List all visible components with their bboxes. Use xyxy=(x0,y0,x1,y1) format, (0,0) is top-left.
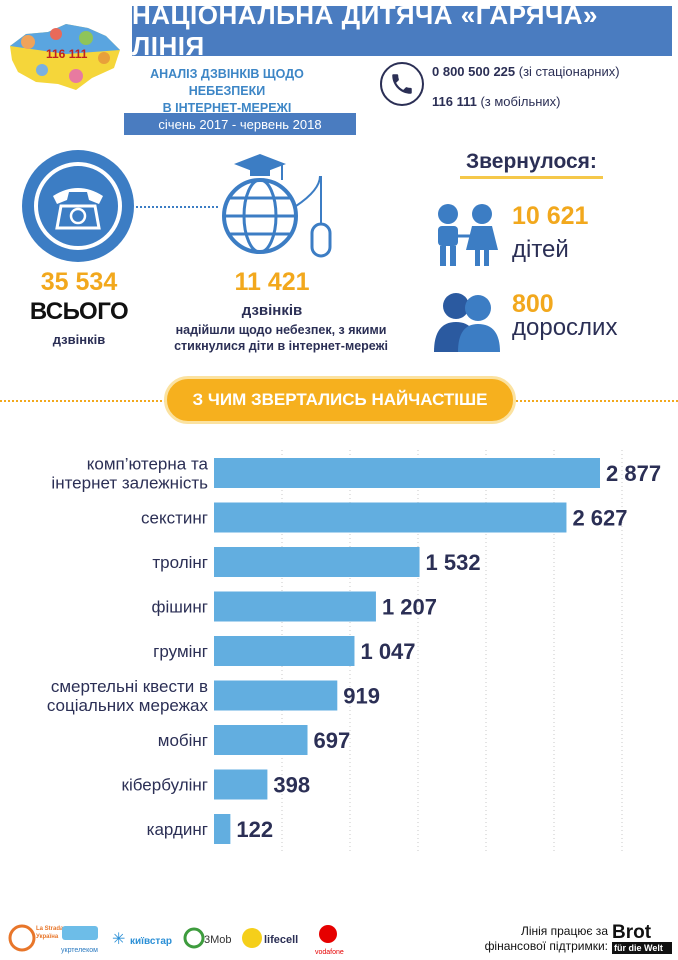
phone-mobile-number: 116 111 xyxy=(432,94,477,109)
support-line-1: Лінія працює за xyxy=(520,924,608,938)
internet-calls-label: дзвінків xyxy=(241,302,303,319)
bar-4 xyxy=(214,636,355,666)
bar-0 xyxy=(214,458,600,488)
category-label-3-0: фішинг xyxy=(152,598,209,617)
hotline-logo-map: 116 111 xyxy=(10,24,120,90)
bar-3 xyxy=(214,591,376,622)
total-calls-number: 35 534 xyxy=(40,268,118,296)
bar-value-label-6: 697 xyxy=(314,728,351,753)
bar-value-label-8: 122 xyxy=(236,817,273,842)
category-label-6-0: мобінг xyxy=(158,731,208,750)
bar-8 xyxy=(214,814,231,844)
partner-name-0b: Україна xyxy=(36,934,59,940)
page-subtitle: АНАЛІЗ ДЗВІНКІВ ЩОДО НЕБЕЗПЕКИ В ІНТЕРНЕ… xyxy=(122,66,332,117)
svg-text:✳: ✳ xyxy=(112,929,125,948)
telephone-icon xyxy=(22,150,134,262)
partner-name-5: vodafone xyxy=(315,949,344,956)
bar-6 xyxy=(214,725,308,755)
internet-desc-line-2: стикнулися діти в інтернет-мережі xyxy=(174,339,388,353)
page-title: НАЦІОНАЛЬНА ДИТЯЧА «ГАРЯЧА» ЛІНІЯ xyxy=(132,0,672,61)
brot-fur-die-welt-logo: Brot für die Welt xyxy=(612,922,672,954)
bar-value-label-3: 1 207 xyxy=(382,595,437,620)
section-heading: З ЧИМ ЗВЕРТАЛИСЬ НАЙЧАСТІШЕ xyxy=(164,376,516,424)
subtitle-line-2: В ІНТЕРНЕТ-МЕРЕЖІ xyxy=(162,101,292,115)
dotted-connector xyxy=(136,206,218,208)
internet-calls-description: надійшли щодо небезпек, з якими стикнули… xyxy=(150,322,412,354)
period-badge: січень 2017 - червень 2018 xyxy=(124,113,356,135)
vodafone-logo: vodafone xyxy=(315,925,344,956)
category-label-0-1: інтернет залежність xyxy=(51,474,208,493)
phone-mobile-note: (з мобільних) xyxy=(480,94,561,109)
support-line-2: фінансової підтримки: xyxy=(484,939,608,953)
bar-value-label-0: 2 877 xyxy=(606,461,661,486)
partner-name-4: lifecell xyxy=(264,934,298,946)
kyivstar-logo: ✳ київстар xyxy=(112,929,172,948)
bar-5 xyxy=(214,680,338,711)
support-note: Лінія працює за фінансової підтримки: xyxy=(468,924,608,954)
3mob-logo: 3Mob xyxy=(183,927,232,949)
category-label-2-0: тролінг xyxy=(152,553,208,572)
bar-7 xyxy=(214,769,268,800)
bar-1 xyxy=(214,502,567,533)
category-label-7-0: кібербулінг xyxy=(122,776,208,795)
category-label-4-0: грумінг xyxy=(153,642,208,661)
logo-number-text: 116 111 xyxy=(46,47,88,61)
bar-value-label-1: 2 627 xyxy=(572,506,627,531)
total-calls-label: ВСЬОГО xyxy=(29,298,129,325)
internet-calls-number: 11 421 xyxy=(234,268,310,296)
ukrtelecom-logo: укртелеком xyxy=(61,926,98,954)
lifecell-logo: lifecell xyxy=(242,928,298,948)
phone-landline-note: (зі стаціонарних) xyxy=(518,64,620,79)
partner-name-3: 3Mob xyxy=(204,934,232,946)
category-label-1-0: секстинг xyxy=(141,509,208,528)
bar-value-label-7: 398 xyxy=(273,773,310,798)
category-label-5-0: смертельні квести в xyxy=(51,677,208,696)
adults-number: 800 xyxy=(512,290,554,318)
bar-value-label-4: 1 047 xyxy=(360,639,415,664)
internet-desc-line-1: надійшли щодо небезпек, з якими xyxy=(175,323,387,337)
partner-logos: La Strada Україна укртелеком ✳ київстар … xyxy=(8,924,344,956)
brot-logo-text-2: für die Welt xyxy=(614,943,663,953)
partner-name-2: київстар xyxy=(130,936,172,947)
total-calls-sublabel: дзвінків xyxy=(52,332,106,347)
lastrada-logo: La Strada Україна xyxy=(8,924,64,952)
children-number: 10 621 xyxy=(512,202,589,230)
bar-value-label-5: 919 xyxy=(343,684,380,709)
bar-value-label-2: 1 532 xyxy=(426,550,481,575)
globe-mouse-icon xyxy=(222,154,332,258)
children-label: дітей xyxy=(512,236,569,263)
partner-name-0: La Strada xyxy=(36,926,64,932)
bar-2 xyxy=(214,547,420,577)
phone-mobile: 116 111 (з мобільних) xyxy=(432,94,561,109)
phone-landline-number: 0 800 500 225 xyxy=(432,64,516,79)
category-label-0-0: комп’ютерна та xyxy=(87,455,209,474)
phone-landline: 0 800 500 225 (зі стаціонарних) xyxy=(432,64,620,79)
adults-label: дорослих xyxy=(512,314,618,341)
brot-logo-text-1: Brot xyxy=(612,922,652,943)
adults-icon xyxy=(434,293,500,352)
applied-heading: Звернулося: xyxy=(460,150,603,179)
children-icon xyxy=(438,204,498,266)
category-label-8-0: кардинг xyxy=(147,820,208,839)
category-label-5-1: соціальних мережах xyxy=(47,696,209,715)
partner-name-1: укртелеком xyxy=(61,947,98,954)
phone-icon xyxy=(380,62,424,106)
subtitle-line-1: АНАЛІЗ ДЗВІНКІВ ЩОДО НЕБЕЗПЕКИ xyxy=(150,67,304,98)
